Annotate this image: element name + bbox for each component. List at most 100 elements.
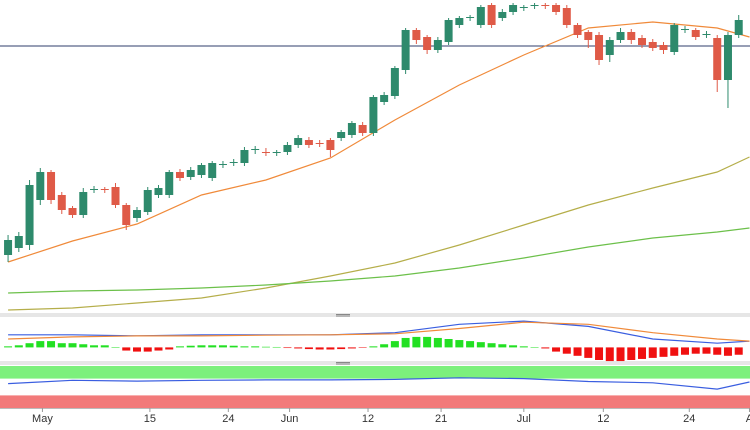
candle-body (36, 172, 45, 200)
histogram-bar (14, 345, 23, 348)
candle-body (627, 32, 636, 40)
histogram-bar (132, 347, 141, 352)
candle-body (208, 163, 217, 178)
candle-body (595, 35, 604, 60)
candle-body (638, 38, 647, 45)
candle-body (57, 195, 66, 210)
histogram-bar (390, 341, 399, 348)
histogram-bar (584, 347, 593, 358)
candle-body (229, 162, 238, 163)
candle-body (272, 152, 281, 153)
x-tick-label: 24 (683, 413, 695, 425)
moving-average (7, 21, 750, 263)
histogram-bar (380, 344, 389, 348)
histogram-bar (541, 347, 550, 349)
histogram-bar (197, 345, 206, 348)
histogram-bar (369, 346, 378, 348)
histogram-bar (304, 347, 313, 350)
candle-body (691, 30, 700, 37)
x-tick-label: Jul (517, 413, 531, 425)
rsi-line (8, 377, 750, 390)
histogram-bar (627, 347, 636, 360)
x-tick-label: 15 (144, 413, 156, 425)
candle-body (659, 45, 668, 50)
candle-body (541, 5, 550, 6)
histogram-bar (47, 341, 56, 348)
candle-body (68, 208, 77, 215)
candle-body (240, 150, 249, 163)
pane-separator[interactable] (0, 361, 750, 365)
histogram-bar (315, 347, 324, 350)
histogram-bar (143, 347, 152, 352)
candle-body (648, 42, 657, 48)
x-tick-label: 12 (597, 413, 609, 425)
histogram-bar (36, 341, 45, 348)
candle-body (79, 192, 88, 215)
histogram-bar (552, 347, 561, 352)
macd-line (8, 321, 750, 342)
candle-body (498, 12, 507, 18)
histogram-bar (229, 345, 238, 348)
candle-body (444, 20, 453, 42)
histogram-bar (616, 347, 625, 362)
histogram-bar (638, 347, 647, 359)
histogram-bar (4, 346, 13, 348)
candle-body (122, 205, 131, 225)
candle-body (165, 172, 174, 195)
candle-body (519, 7, 528, 8)
histogram-bar (79, 344, 88, 348)
candle-body (423, 37, 432, 50)
histogram-bar (466, 341, 475, 348)
histogram-bar (272, 346, 281, 348)
candle-body (390, 68, 399, 96)
candle-body (186, 170, 195, 177)
histogram-bar (713, 347, 722, 355)
candle-body (251, 149, 260, 150)
candle-body (412, 30, 421, 40)
candle-body (14, 236, 23, 248)
histogram-bar (251, 346, 260, 348)
histogram-bar (90, 345, 99, 348)
x-tick-label: 21 (435, 413, 447, 425)
candle-body (509, 5, 518, 12)
candle-body (25, 185, 34, 245)
candle-body (380, 95, 389, 102)
histogram-bar (175, 346, 184, 348)
x-tick-label: A (746, 413, 750, 425)
histogram-bar (283, 347, 292, 349)
candle-body (487, 5, 496, 25)
histogram-bar (444, 339, 453, 348)
moving-average (8, 156, 750, 311)
histogram-bar (218, 345, 227, 348)
histogram-bar (68, 343, 77, 348)
histogram-bar (648, 347, 657, 358)
candle-body (347, 123, 356, 135)
histogram-bar (25, 343, 34, 348)
histogram-bar (423, 336, 432, 348)
candle-body (47, 172, 56, 200)
histogram-bar (691, 347, 700, 354)
candle-body (552, 5, 561, 12)
histogram-bar (57, 343, 66, 348)
candle-body (530, 5, 539, 6)
candle-body (154, 188, 163, 195)
pane-separator[interactable] (0, 313, 750, 317)
histogram-bar (326, 347, 335, 350)
histogram-bar (208, 345, 217, 348)
candle-body (132, 210, 141, 218)
candle-body (261, 152, 270, 153)
candle-body (702, 34, 711, 35)
histogram-bar (358, 347, 367, 348)
histogram-bar (476, 342, 485, 348)
candle-body (358, 125, 367, 133)
histogram-bar (261, 346, 270, 348)
histogram-bar (487, 343, 496, 348)
candle-body (734, 20, 743, 35)
histogram-bar (519, 346, 528, 348)
candle-body (562, 8, 571, 25)
candle-body (466, 17, 475, 18)
histogram-bar (111, 347, 120, 348)
x-tick-label: 24 (222, 413, 234, 425)
